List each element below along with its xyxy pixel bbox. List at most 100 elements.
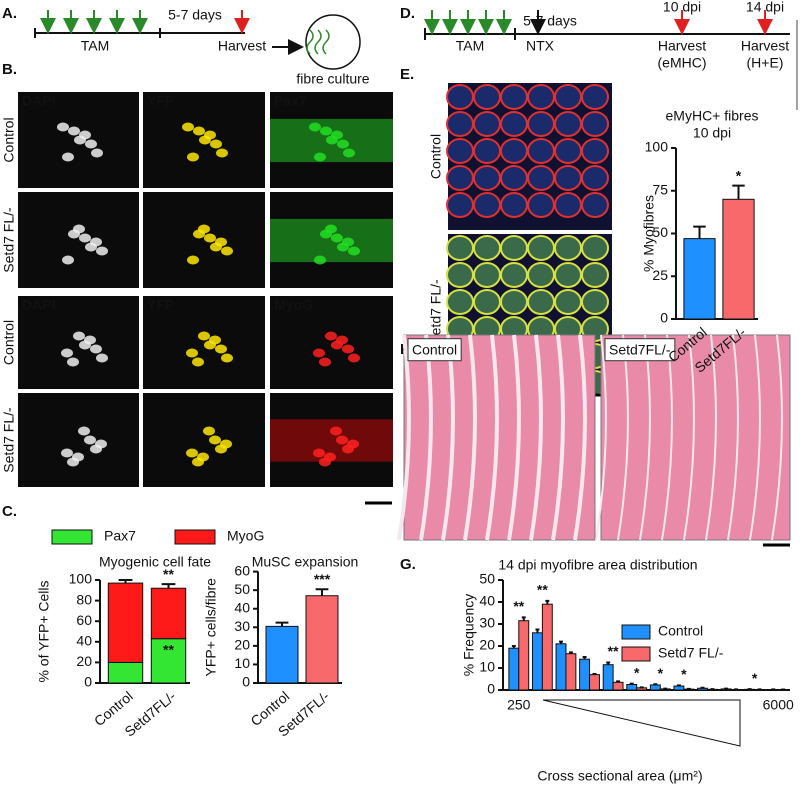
significance: ** [608, 643, 619, 659]
panel-letter: D. [400, 5, 415, 22]
significance: *** [314, 571, 331, 587]
nucleus [192, 357, 204, 367]
y-tick-label: 10 [479, 659, 495, 675]
x-axis-label: Cross sectional area (μm²) [537, 768, 702, 784]
significance: * [752, 670, 758, 686]
legend-label: Pax7 [104, 528, 136, 544]
nucleus [215, 344, 227, 354]
legend-swatch [174, 529, 216, 545]
nucleus [67, 357, 79, 367]
nucleus [336, 335, 348, 345]
y-tick-label: 100 [69, 571, 93, 587]
y-tick-label: 60 [234, 562, 250, 578]
nucleus [95, 439, 107, 449]
fibre [554, 262, 582, 288]
error-bar [568, 651, 573, 654]
bar [541, 603, 553, 691]
fibre [554, 111, 582, 137]
fibre [500, 138, 528, 164]
micrograph-bg [143, 192, 265, 288]
micrograph-bg [18, 192, 139, 288]
fibre [500, 262, 528, 288]
label: (H+E) [747, 55, 784, 71]
nucleus [79, 130, 91, 140]
nucleus [342, 344, 354, 354]
nucleus [331, 130, 343, 140]
nucleus [198, 224, 210, 234]
fibre-icon [306, 29, 314, 55]
fibre [473, 84, 501, 110]
error-bar [315, 588, 329, 596]
micrograph-bg [143, 393, 265, 487]
y-tick-label: 0 [660, 310, 668, 326]
y-tick-label: 40 [479, 593, 495, 609]
bar [107, 661, 144, 684]
nucleus [85, 139, 97, 149]
legend-label: Control [658, 623, 703, 639]
micrograph [270, 296, 393, 389]
y-tick-label: 20 [479, 637, 495, 653]
error-bar [559, 640, 563, 644]
fibre-icon [314, 29, 322, 55]
y-tick-label: 30 [479, 615, 495, 631]
fibre [554, 138, 582, 164]
significance: * [658, 665, 664, 681]
legend-swatch [621, 646, 651, 662]
error-bar [616, 680, 621, 683]
nucleus [336, 435, 348, 445]
nucleus [221, 353, 233, 363]
fibre [473, 289, 501, 315]
fibre [500, 192, 528, 218]
nucleus [309, 122, 321, 132]
fibre [446, 111, 474, 137]
fibre [554, 235, 582, 261]
y-tick-label: 40 [76, 633, 92, 649]
label: NTX [526, 38, 555, 54]
fibre [527, 165, 555, 191]
y-tick-label: 40 [234, 599, 250, 615]
row-label: Setd7 FL/- [428, 279, 444, 345]
micrograph [270, 393, 393, 487]
error-bar [545, 599, 550, 605]
nucleus [331, 233, 343, 243]
significance: ** [163, 566, 174, 582]
fibre [473, 111, 501, 137]
bar [107, 582, 144, 663]
area-wedge [542, 699, 741, 747]
significance: ** [513, 598, 524, 614]
label: 10 dpi [663, 0, 701, 15]
nucleus [62, 152, 74, 162]
fibre [446, 235, 474, 261]
y-tick-label: 0 [84, 674, 92, 690]
fibre [500, 235, 528, 261]
nucleus [193, 126, 205, 136]
chart-title: 14 dpi myofibre area distribution [498, 557, 697, 573]
micrograph [18, 393, 139, 487]
bar [626, 684, 638, 691]
fibre [554, 192, 582, 218]
error-bar [535, 628, 540, 633]
micrograph [143, 393, 265, 487]
nucleus [198, 331, 210, 341]
nucleus [343, 148, 355, 158]
nucleus [68, 126, 80, 136]
bar [305, 595, 339, 684]
error-bar [582, 656, 587, 660]
bar [508, 647, 520, 691]
significance: * [634, 664, 640, 680]
label: fibre culture [296, 71, 369, 87]
he-fibre-edge [551, 334, 565, 541]
he-fibre-edge [683, 334, 695, 541]
y-tick-label: 50 [234, 581, 250, 597]
chart-title: 10 dpi [693, 125, 731, 141]
fibre [446, 165, 474, 191]
he-fibre-edge [573, 334, 587, 541]
row-label: Control [1, 320, 17, 365]
significance: * [736, 167, 742, 183]
nucleus [325, 224, 337, 234]
fibre [473, 262, 501, 288]
micrograph-bg [18, 393, 139, 487]
nucleus [347, 439, 359, 449]
micrograph [143, 192, 265, 288]
bar [531, 632, 543, 691]
